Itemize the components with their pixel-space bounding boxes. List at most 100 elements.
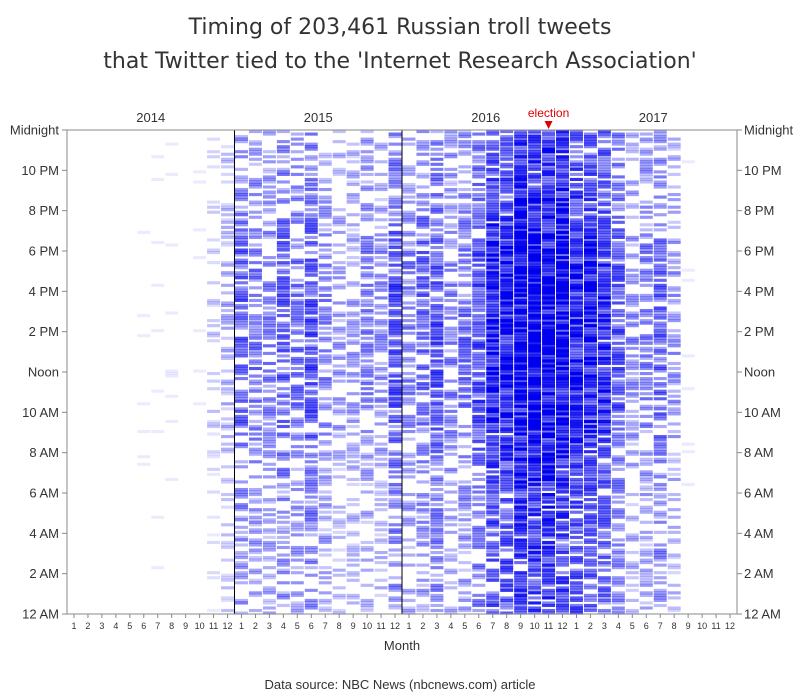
heatmap-cell: [332, 356, 346, 360]
heatmap-cell: [360, 336, 374, 340]
heatmap-cell: [472, 193, 486, 197]
heatmap-cell: [248, 268, 262, 272]
heatmap-cell: [611, 230, 625, 234]
heatmap-cell: [458, 301, 472, 305]
heatmap-cell: [304, 351, 318, 355]
heatmap-cell: [528, 608, 542, 613]
heatmap-cell: [318, 187, 332, 192]
heatmap-cell: [528, 256, 542, 260]
heatmap-cell: [235, 576, 248, 580]
heatmap-cell: [304, 366, 318, 371]
heatmap-cell: [262, 167, 276, 171]
heatmap-cell: [472, 392, 486, 396]
heatmap-cell: [430, 251, 444, 255]
heatmap-cell: [276, 145, 290, 149]
heatmap-cell: [430, 437, 444, 441]
heatmap-cell: [500, 540, 514, 545]
heatmap-cell: [625, 132, 639, 136]
heatmap-cell: [667, 530, 681, 534]
heatmap-cell: [221, 480, 234, 484]
heatmap-cell: [667, 311, 681, 315]
heatmap-cell: [528, 505, 542, 509]
heatmap-cell: [570, 256, 583, 260]
heatmap-cell: [207, 490, 221, 494]
heatmap-cell: [332, 311, 346, 315]
heatmap-cell: [611, 482, 625, 487]
heatmap-cell: [542, 230, 556, 234]
heatmap-cell: [290, 215, 304, 219]
heatmap-cell: [193, 402, 207, 406]
heatmap-cell: [444, 435, 458, 439]
heatmap-cell: [500, 419, 514, 424]
heatmap-cell: [500, 578, 514, 582]
heatmap-column-7: [151, 155, 165, 570]
heatmap-cell: [388, 135, 402, 139]
heatmap-cell: [235, 445, 248, 449]
heatmap-cell: [597, 135, 611, 139]
heatmap-cell: [360, 404, 374, 408]
y-tick-label-left: 8 PM: [29, 203, 59, 218]
heatmap-cell: [667, 319, 681, 323]
heatmap-cell: [597, 210, 611, 214]
heatmap-cell: [583, 394, 597, 398]
heatmap-cell: [346, 172, 360, 176]
heatmap-cell: [653, 596, 667, 600]
heatmap-cell: [500, 518, 514, 522]
heatmap-cell: [221, 172, 234, 176]
heatmap-cell: [332, 301, 346, 305]
heatmap-cell: [486, 500, 500, 504]
heatmap-cell: [332, 341, 346, 345]
heatmap-cell: [458, 341, 472, 345]
heatmap-cell: [374, 198, 388, 202]
heatmap-cell: [276, 276, 290, 280]
heatmap-cell: [542, 563, 556, 567]
heatmap-cell: [500, 298, 514, 303]
heatmap-cell: [583, 571, 597, 575]
heatmap-cell: [653, 331, 667, 335]
heatmap-cell: [458, 591, 472, 595]
heatmap-cell: [402, 170, 416, 174]
heatmap-column-21: [346, 142, 360, 605]
heatmap-cell: [583, 278, 597, 282]
heatmap-cell: [472, 402, 486, 406]
heatmap-cell: [276, 187, 290, 192]
heatmap-cell: [360, 271, 374, 275]
heatmap-cell: [556, 228, 569, 232]
heatmap-cell: [472, 429, 486, 434]
heatmap-cell: [235, 336, 248, 340]
heatmap-cell: [500, 563, 514, 567]
heatmap-cell: [528, 452, 542, 456]
heatmap-cell: [653, 256, 667, 260]
heatmap-cell: [458, 142, 472, 146]
heatmap-cell: [165, 419, 179, 424]
heatmap-cell: [597, 248, 611, 252]
heatmap-cell: [262, 462, 276, 466]
heatmap-cell: [262, 130, 276, 134]
heatmap-cell: [304, 344, 318, 348]
heatmap-cell: [570, 243, 583, 247]
heatmap-cell: [528, 276, 542, 280]
heatmap-cell: [235, 419, 248, 424]
heatmap-cell: [611, 437, 625, 441]
heatmap-cell: [528, 261, 542, 265]
heatmap-cell: [556, 235, 569, 239]
heatmap-cell: [402, 200, 416, 204]
heatmap-cell: [458, 308, 472, 313]
heatmap-cell: [388, 424, 402, 429]
year-label-2017: 2017: [639, 110, 668, 125]
heatmap-cell: [332, 369, 346, 373]
heatmap-cell: [221, 435, 234, 439]
heatmap-cell: [597, 152, 611, 156]
heatmap-cell: [388, 324, 402, 328]
heatmap-cell: [416, 321, 430, 325]
heatmap-cell: [514, 460, 528, 464]
heatmap-cell: [472, 608, 486, 613]
y-tick-label-left: 4 PM: [29, 284, 59, 299]
heatmap-cell: [570, 480, 583, 484]
heatmap-cell: [458, 394, 472, 398]
heatmap-cell: [570, 462, 583, 466]
heatmap-cell: [374, 182, 388, 187]
heatmap-cell: [276, 366, 290, 371]
heatmap-cell: [597, 321, 611, 325]
heatmap-cell: [290, 437, 304, 441]
